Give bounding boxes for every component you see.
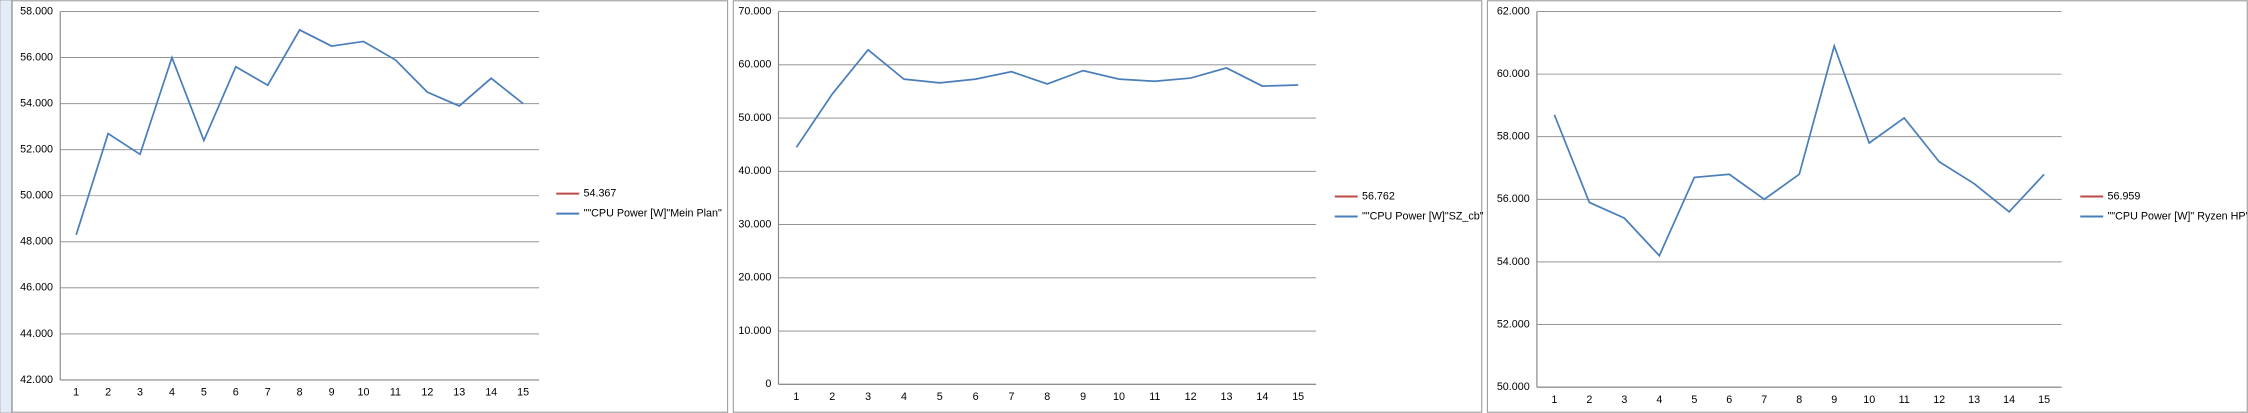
x-tick-label: 10	[1863, 394, 1875, 406]
x-tick-label: 4	[1656, 394, 1662, 406]
series-line	[1553, 43, 2045, 258]
x-tick-label: 2	[1586, 394, 1592, 406]
y-tick-label: 60.000	[738, 59, 771, 71]
x-tick-label: 12	[421, 387, 433, 399]
x-tick-label: 15	[2038, 394, 2050, 406]
series-line	[75, 28, 524, 236]
x-tick-label: 6	[1726, 394, 1732, 406]
x-tick-label: 13	[1221, 391, 1233, 403]
y-tick-label: 48.000	[20, 236, 53, 248]
y-tick-label: 56.000	[20, 51, 53, 63]
y-tick-label: 54.000	[1497, 256, 1530, 268]
y-tick-label: 54.000	[20, 97, 53, 109]
x-tick-label: 11	[390, 387, 401, 399]
x-tick-label: 4	[169, 387, 175, 399]
legend-label: 56.959	[2108, 190, 2141, 202]
y-tick-label: 58.000	[1497, 131, 1530, 143]
x-tick-label: 9	[1831, 394, 1837, 406]
y-tick-label: 0	[765, 378, 771, 390]
x-tick-label: 1	[793, 391, 799, 403]
y-tick-label: 52.000	[1497, 318, 1530, 330]
y-tick-label: 50.000	[738, 112, 771, 124]
x-tick-label: 10	[357, 387, 369, 399]
legend-label: ""CPU Power [W]"SZ_cb"	[1362, 210, 1484, 222]
x-tick-label: 1	[73, 387, 79, 399]
y-tick-label: 46.000	[20, 282, 53, 294]
x-tick-label: 7	[1008, 391, 1014, 403]
y-tick-label: 56.000	[1497, 193, 1530, 205]
x-tick-label: 9	[329, 387, 335, 399]
y-tick-label: 52.000	[20, 144, 53, 156]
legend-label: 54.367	[584, 187, 617, 199]
x-tick-label: 13	[1968, 394, 1980, 406]
x-tick-label: 11	[1899, 394, 1910, 406]
x-tick-label: 15	[1292, 391, 1304, 403]
y-tick-label: 10.000	[738, 325, 771, 337]
x-tick-label: 8	[297, 387, 303, 399]
x-tick-label: 6	[973, 391, 979, 403]
x-tick-label: 9	[1080, 391, 1086, 403]
row-header-strip	[0, 0, 12, 413]
y-tick-label: 20.000	[738, 272, 771, 284]
x-tick-label: 13	[453, 387, 465, 399]
x-tick-label: 3	[1621, 394, 1627, 406]
x-tick-label: 5	[937, 391, 943, 403]
y-tick-label: 50.000	[20, 190, 53, 202]
x-tick-label: 8	[1044, 391, 1050, 403]
x-tick-label: 10	[1113, 391, 1125, 403]
y-tick-label: 50.000	[1497, 381, 1530, 393]
x-tick-label: 5	[1691, 394, 1697, 406]
x-tick-label: 3	[865, 391, 871, 403]
y-tick-label: 42.000	[20, 374, 53, 386]
x-tick-label: 2	[829, 391, 835, 403]
chart-frame	[1486, 0, 2248, 413]
series-line	[795, 48, 1299, 148]
x-tick-label: 14	[1256, 391, 1268, 403]
x-tick-label: 7	[1761, 394, 1767, 406]
x-tick-label: 14	[2003, 394, 2015, 406]
x-tick-label: 12	[1185, 391, 1197, 403]
y-tick-label: 40.000	[738, 165, 771, 177]
x-tick-label: 5	[201, 387, 207, 399]
x-tick-label: 8	[1796, 394, 1802, 406]
x-tick-label: 15	[517, 387, 529, 399]
x-tick-label: 11	[1149, 391, 1160, 403]
y-tick-label: 62.000	[1497, 5, 1530, 17]
x-tick-label: 14	[485, 387, 497, 399]
x-tick-label: 12	[1933, 394, 1945, 406]
y-tick-label: 60.000	[1497, 68, 1530, 80]
legend-label: ""CPU Power [W]"Mein Plan"	[584, 208, 723, 220]
legend-label: 56.762	[1362, 190, 1395, 202]
y-tick-label: 30.000	[738, 218, 771, 230]
y-tick-label: 70.000	[738, 5, 771, 17]
chart-frame	[11, 0, 729, 413]
x-tick-label: 6	[233, 387, 239, 399]
y-tick-label: 44.000	[20, 328, 53, 340]
legend-label: ""CPU Power [W]" Ryzen HP"	[2108, 210, 2248, 222]
x-tick-label: 1	[1551, 394, 1557, 406]
y-tick-label: 58.000	[20, 5, 53, 17]
x-tick-label: 7	[265, 387, 271, 399]
x-tick-label: 4	[901, 391, 907, 403]
x-tick-label: 2	[105, 387, 111, 399]
x-tick-label: 3	[137, 387, 143, 399]
chart-frame	[732, 0, 1483, 413]
